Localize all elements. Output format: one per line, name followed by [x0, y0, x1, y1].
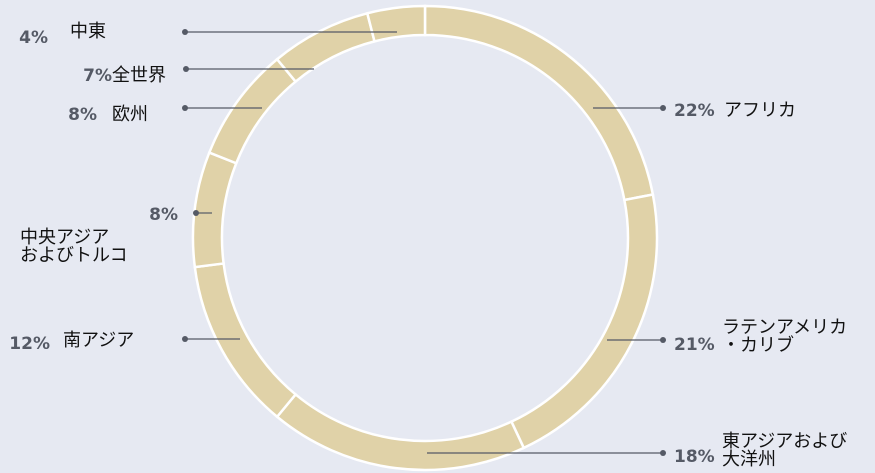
leader-dot: [182, 336, 188, 342]
leader-dot: [660, 337, 666, 343]
slice-value-label: 22%: [674, 101, 715, 121]
leader-dot: [660, 450, 666, 456]
leader-dot: [182, 105, 188, 111]
donut-segment: [423, 4, 655, 202]
slice-category-label: 全世界: [112, 65, 166, 86]
donut-segment: [193, 262, 298, 419]
slice-value-label: 18%: [674, 447, 715, 467]
slice-value-label: 7%: [83, 66, 112, 86]
donut-segments: [191, 4, 659, 472]
slice-value-label: 21%: [674, 335, 715, 355]
donut-segment: [207, 57, 298, 165]
donut-segment: [275, 11, 377, 84]
donut-segment: [365, 4, 427, 43]
donut-segment: [509, 193, 659, 450]
slice-category-label: アフリカ: [724, 100, 796, 121]
slice-value-label: 8%: [149, 205, 178, 225]
donut-segment: [275, 392, 526, 472]
slice-value-label: 4%: [19, 28, 48, 48]
leader-dot: [182, 29, 188, 35]
slice-category-label: 欧州: [112, 104, 148, 125]
donut-segment: [191, 150, 238, 269]
leader-lines: [182, 29, 666, 456]
slice-category-label: ラテンアメリカ・カリブ: [722, 317, 847, 356]
slice-category-label: 東アジアおよび大洋州: [722, 431, 847, 470]
slice-category-label: 中東: [70, 21, 106, 42]
leader-dot: [183, 66, 189, 72]
slice-value-label: 8%: [68, 105, 97, 125]
leader-dot: [193, 210, 199, 216]
leader-dot: [660, 105, 666, 111]
slice-category-label: 中央アジアおよびトルコ: [20, 227, 128, 266]
slice-value-label: 12%: [9, 334, 50, 354]
slice-category-label: 南アジア: [63, 330, 134, 351]
slice-labels: 22% アフリカ 21% ラテンアメリカ・カリブ 18% 東アジアおよび大洋州 12% 南アジ…: [9, 21, 847, 470]
